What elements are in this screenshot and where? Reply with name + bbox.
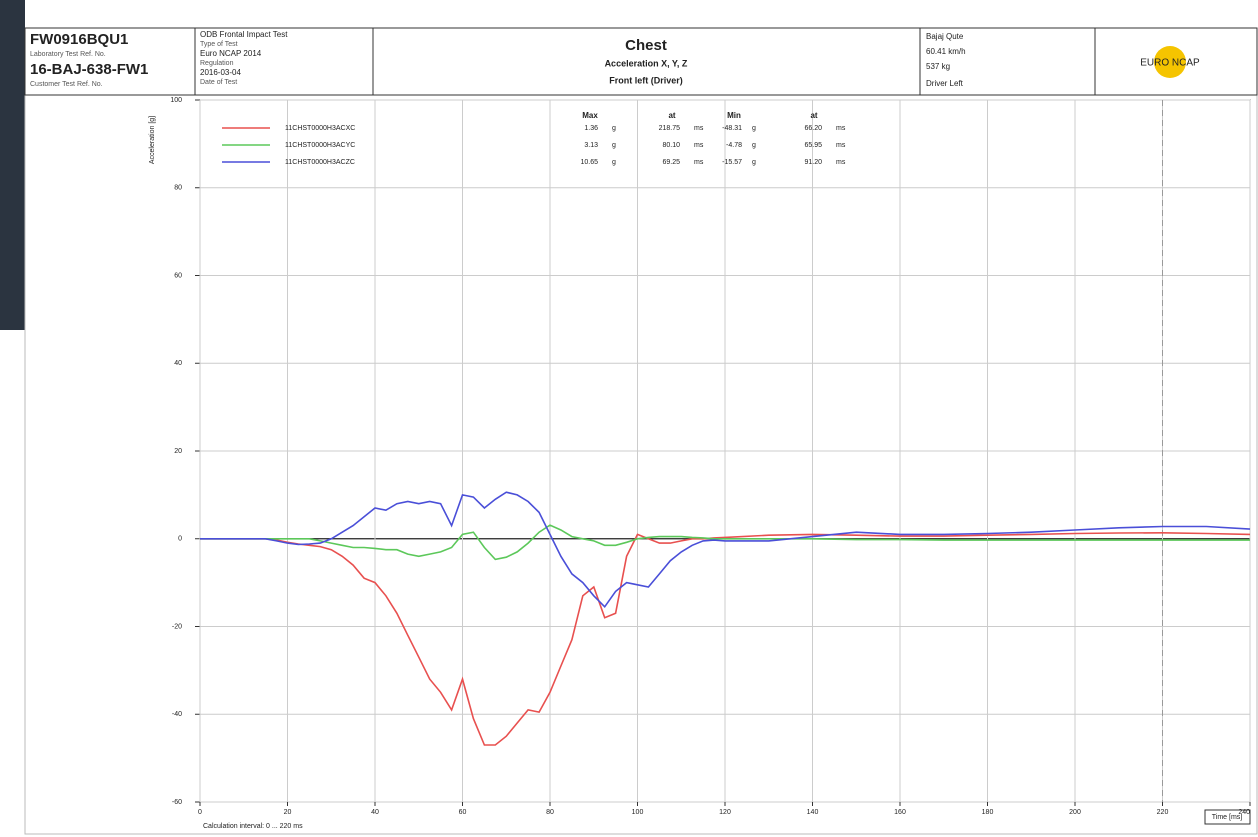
subtitle: Acceleration X, Y, Z [605, 58, 688, 68]
logo: EURO NCAP [1140, 58, 1200, 69]
x-tick-label: 60 [459, 809, 467, 816]
stats-header: Max [582, 111, 598, 120]
stats-value: 80.10 [662, 142, 680, 149]
stats-value: 66.20 [804, 125, 822, 132]
chart: FW0916BQU1 Laboratory Test Ref. No. 16-B… [0, 0, 1258, 837]
x-tick-label: 40 [371, 809, 379, 816]
stats-unit: g [752, 125, 756, 132]
stats-value: 1.36 [584, 125, 598, 132]
label: Type of Test [200, 41, 238, 48]
stats-unit: g [612, 125, 616, 132]
y-tick-label: 100 [170, 97, 182, 104]
mass: 537 kg [926, 62, 950, 71]
stats-header: Min [727, 111, 741, 120]
y-tick-label: 20 [174, 448, 182, 455]
subtitle: Front left (Driver) [609, 75, 683, 85]
lab-ref: FW0916BQU1 [30, 31, 128, 48]
legend-label: 11CHST0000H3ACZC [285, 159, 355, 166]
y-tick-label: 40 [174, 360, 182, 367]
stats-value: 3.13 [584, 142, 598, 149]
stats-unit: g [612, 142, 616, 149]
stats-unit: ms [836, 159, 846, 166]
x-tick-label: 160 [894, 809, 906, 816]
y-tick-label: -60 [172, 799, 182, 806]
label: Customer Test Ref. No. [30, 81, 103, 88]
stats-value: 218.75 [659, 125, 681, 132]
x-tick-label: 0 [198, 809, 202, 816]
label: Date of Test [200, 79, 237, 86]
stats-value: 91.20 [804, 159, 822, 166]
stats-unit: ms [694, 125, 704, 132]
stats-unit: g [752, 142, 756, 149]
stats-value: -15.57 [722, 159, 742, 166]
stats-unit: ms [836, 142, 846, 149]
position: Driver Left [926, 79, 964, 88]
x-tick-label: 180 [982, 809, 994, 816]
x-tick-label: 20 [284, 809, 292, 816]
stats-value: 65.95 [804, 142, 822, 149]
note: Calculation interval: 0 ... 220 ms [203, 823, 303, 830]
stats-header: at [810, 111, 817, 120]
photo-edge [0, 0, 25, 330]
stats-value: -48.31 [722, 125, 742, 132]
stats-unit: ms [836, 125, 846, 132]
chart-title: Chest [625, 37, 667, 54]
x-tick-label: 200 [1069, 809, 1081, 816]
stats-unit: g [752, 159, 756, 166]
y-tick-label: 0 [178, 536, 182, 543]
x-tick-label: 120 [719, 809, 731, 816]
stats-unit: g [612, 159, 616, 166]
legend-label: 11CHST0000H3ACYC [285, 142, 355, 149]
cust-ref: 16-BAJ-638-FW1 [30, 61, 148, 78]
stats-value: 69.25 [662, 159, 680, 166]
y-tick-label: -20 [172, 623, 182, 630]
stats-unit: ms [694, 142, 704, 149]
y-tick-label: 80 [174, 185, 182, 192]
x-tick-label: 140 [807, 809, 819, 816]
y-axis-label: Acceleration [g] [149, 116, 156, 164]
y-tick-label: -40 [172, 711, 182, 718]
vehicle: Bajaj Qute [926, 32, 964, 41]
x-tick-label: 240 [1238, 809, 1250, 816]
label: Laboratory Test Ref. No. [30, 51, 106, 58]
test: ODB Frontal Impact Test [200, 30, 288, 39]
y-tick-label: 60 [174, 272, 182, 279]
stats-header: at [668, 111, 675, 120]
stats-value: 10.65 [580, 159, 598, 166]
stats-unit: ms [694, 159, 704, 166]
x-tick-label: 80 [546, 809, 554, 816]
x-tick-label: 100 [632, 809, 644, 816]
x-tick-label: 220 [1157, 809, 1169, 816]
legend-label: 11CHST0000H3ACXC [285, 125, 355, 132]
speed: 60.41 km/h [926, 47, 966, 56]
date: 2016-03-04 [200, 68, 241, 77]
stats-value: -4.78 [726, 142, 742, 149]
label: Regulation [200, 60, 234, 67]
regulation: Euro NCAP 2014 [200, 49, 262, 58]
sheet [25, 28, 1257, 834]
